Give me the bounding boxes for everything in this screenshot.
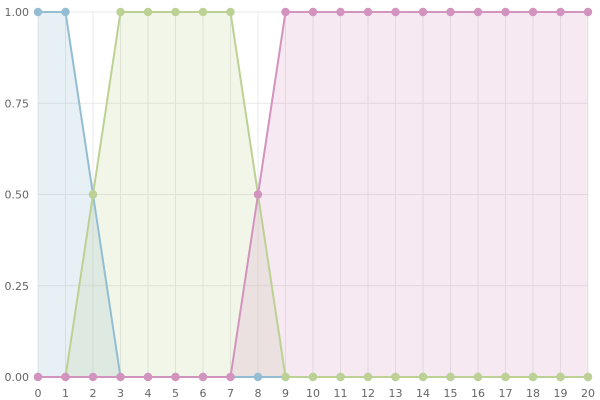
data-point — [143, 7, 153, 17]
data-point — [556, 372, 565, 382]
x-tick-label: 18 — [526, 387, 540, 400]
data-point — [583, 7, 593, 17]
data-point — [253, 372, 263, 382]
data-point — [88, 372, 98, 382]
data-point — [33, 7, 43, 17]
x-tick-label: 6 — [200, 387, 207, 400]
x-tick-label: 20 — [581, 387, 595, 400]
data-point — [143, 372, 153, 382]
x-tick-label: 1 — [62, 387, 69, 400]
data-point — [253, 190, 263, 199]
data-point — [226, 7, 235, 17]
data-point — [281, 372, 290, 382]
x-tick-label: 0 — [35, 387, 42, 400]
data-point — [501, 7, 510, 17]
data-point — [363, 372, 373, 382]
y-tick-label: 1.00 — [5, 6, 30, 19]
data-point — [198, 372, 208, 382]
data-point — [336, 7, 345, 17]
y-tick-label: 0.00 — [5, 371, 30, 384]
data-point — [308, 372, 318, 382]
data-point — [583, 372, 593, 382]
data-point — [528, 372, 538, 382]
y-tick-label: 0.50 — [5, 189, 30, 202]
data-point — [528, 7, 538, 17]
x-tick-label: 15 — [444, 387, 458, 400]
data-point — [308, 7, 318, 17]
data-point — [418, 7, 428, 17]
x-tick-label: 13 — [389, 387, 403, 400]
data-point — [556, 7, 565, 17]
data-point — [363, 7, 373, 17]
x-tick-label: 7 — [227, 387, 234, 400]
x-tick-label: 12 — [361, 387, 375, 400]
series-area-2 — [38, 12, 588, 377]
data-point — [226, 372, 235, 382]
x-tick-label: 9 — [282, 387, 289, 400]
data-point — [473, 7, 483, 17]
x-tick-label: 4 — [145, 387, 152, 400]
series-area-1 — [38, 12, 588, 377]
data-point — [501, 372, 510, 382]
x-tick-label: 5 — [172, 387, 179, 400]
data-point — [391, 7, 400, 17]
x-tick-label: 3 — [117, 387, 124, 400]
data-point — [171, 372, 180, 382]
x-tick-label: 14 — [416, 387, 430, 400]
series-area-3 — [38, 12, 588, 377]
data-point — [281, 7, 290, 17]
data-point — [171, 7, 180, 17]
x-axis-ticks: 0 1 2 3 4 5 6 7 8 9 10 11 12 13 14 15 16 17 18 19 20 — [35, 387, 596, 400]
x-tick-label: 2 — [90, 387, 97, 400]
data-point — [473, 372, 483, 382]
data-point — [446, 372, 455, 382]
data-point — [88, 190, 98, 199]
x-tick-label: 19 — [554, 387, 568, 400]
data-point — [116, 372, 125, 382]
x-tick-label: 11 — [334, 387, 348, 400]
data-point — [116, 7, 125, 17]
y-axis-ticks: 0.00 0.25 0.50 0.75 1.00 — [5, 6, 30, 384]
series-points — [33, 7, 593, 382]
data-point — [33, 372, 43, 382]
y-tick-label: 0.25 — [5, 280, 30, 293]
x-tick-label: 16 — [471, 387, 485, 400]
series-areas — [38, 12, 588, 377]
data-point — [391, 372, 400, 382]
data-point — [61, 372, 70, 382]
data-point — [418, 372, 428, 382]
x-tick-label: 17 — [499, 387, 513, 400]
y-tick-label: 0.75 — [5, 97, 30, 110]
data-point — [198, 7, 208, 17]
x-tick-label: 10 — [306, 387, 320, 400]
data-point — [446, 7, 455, 17]
data-point — [336, 372, 345, 382]
data-point — [61, 7, 70, 17]
x-tick-label: 8 — [255, 387, 262, 400]
